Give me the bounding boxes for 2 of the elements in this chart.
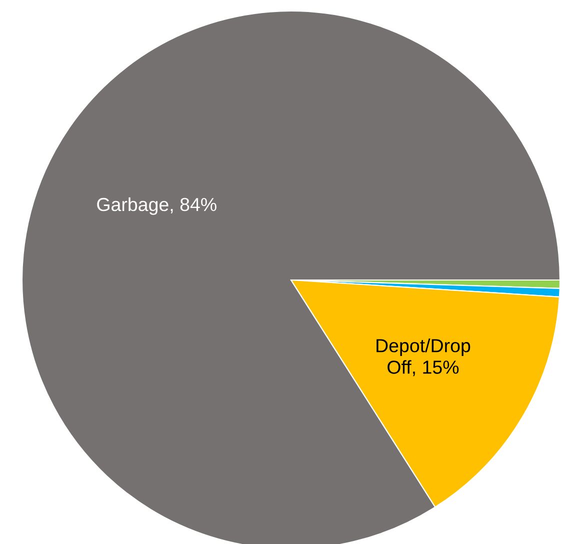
- slice-label: Garbage, 84%: [97, 197, 216, 215]
- slice-label: Depot/Drop Off, 15%: [376, 338, 470, 376]
